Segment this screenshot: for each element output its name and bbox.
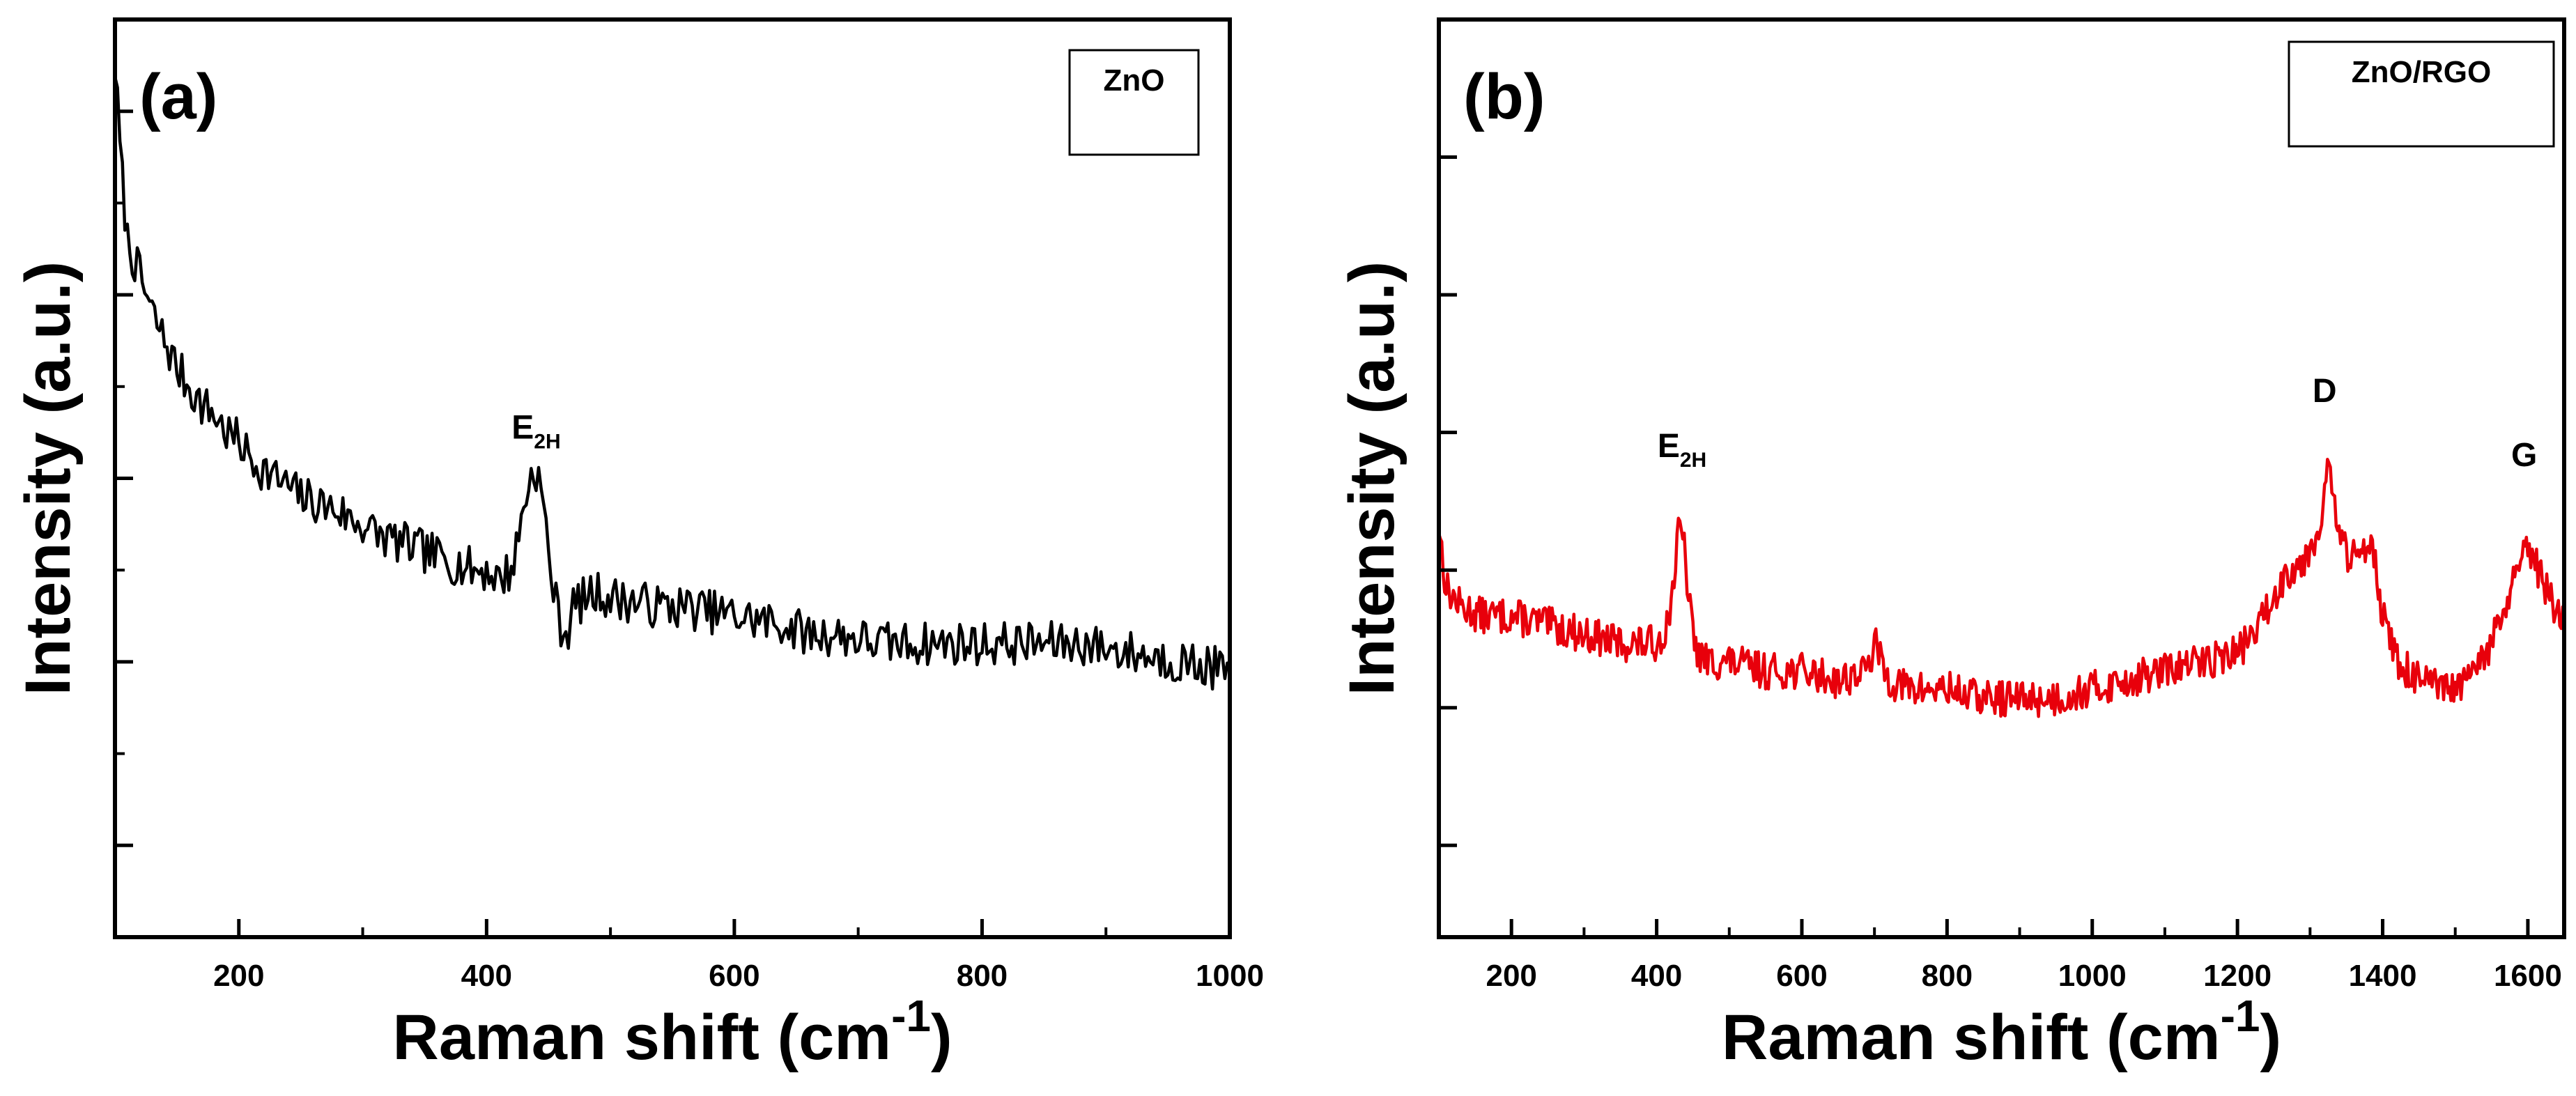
peak-annotation-main: E <box>511 410 534 447</box>
x-tick-label: 600 <box>1776 959 1827 993</box>
peak-annotation-subscript: 2H <box>1680 449 1706 472</box>
peak-annotation: G <box>2511 437 2537 474</box>
x-tick-label: 1400 <box>2349 959 2417 993</box>
x-tick-label: 800 <box>957 959 1008 993</box>
x-axis-label-close: ) <box>2260 1002 2281 1073</box>
panel-b-znO-rgo-raman-plot: 200 400 600 800 1000 1200 1400 1600 Intensity (a… <box>1336 17 2566 1073</box>
y-axis-label: Intensity (a.u.) <box>1336 261 1407 696</box>
peak-annotation-subscript: 2H <box>534 431 560 454</box>
x-tick-label: 1600 <box>2494 959 2562 993</box>
x-tick-label: 1200 <box>2203 959 2272 993</box>
x-axis-label-main: Raman shift (cm <box>392 1002 891 1073</box>
peak-annotation: E2H <box>511 410 560 454</box>
x-axis-label-close: ) <box>931 1002 952 1073</box>
spectrum-line-zno <box>113 76 1231 691</box>
legend-label: ZnO <box>1104 63 1165 98</box>
spectrum-line-zno-rgo <box>1437 457 2566 718</box>
x-axis-label-superscript: -1 <box>2221 991 2260 1041</box>
peak-annotation: E2H <box>1658 428 1706 472</box>
x-axis-label-main: Raman shift (cm <box>1722 1002 2221 1073</box>
panel-label: (a) <box>139 61 217 132</box>
x-tick-label: 1000 <box>1196 959 1264 993</box>
legend-box <box>1068 49 1200 156</box>
x-axis-label-superscript: -1 <box>891 991 931 1041</box>
legend-label: ZnO/RGO <box>2352 55 2491 89</box>
x-axis-label: Raman shift (cm-1) <box>392 991 952 1073</box>
plot-frame <box>1437 17 2566 939</box>
x-tick-label: 400 <box>461 959 512 993</box>
x-tick-label: 200 <box>1486 959 1536 993</box>
x-tick-label: 1000 <box>2058 959 2127 993</box>
peak-annotation: D <box>2313 373 2337 410</box>
peak-annotation-main: E <box>1658 428 1680 465</box>
x-axis-label: Raman shift (cm-1) <box>1722 991 2281 1073</box>
panel-label: (b) <box>1463 61 1545 132</box>
x-tick-label: 800 <box>1922 959 1973 993</box>
y-axis-label: Intensity (a.u.) <box>13 261 84 696</box>
peak-annotation-main: D <box>2313 373 2337 410</box>
x-tick-label: 400 <box>1631 959 1682 993</box>
x-tick-label: 600 <box>709 959 759 993</box>
x-tick-label: 200 <box>213 959 264 993</box>
legend-box <box>2288 40 2555 148</box>
peak-annotation-main: G <box>2511 437 2537 474</box>
panel-a-znO-raman-plot: 200 400 600 800 1000 Intensity (a.u.) Raman sh… <box>13 17 1264 1073</box>
